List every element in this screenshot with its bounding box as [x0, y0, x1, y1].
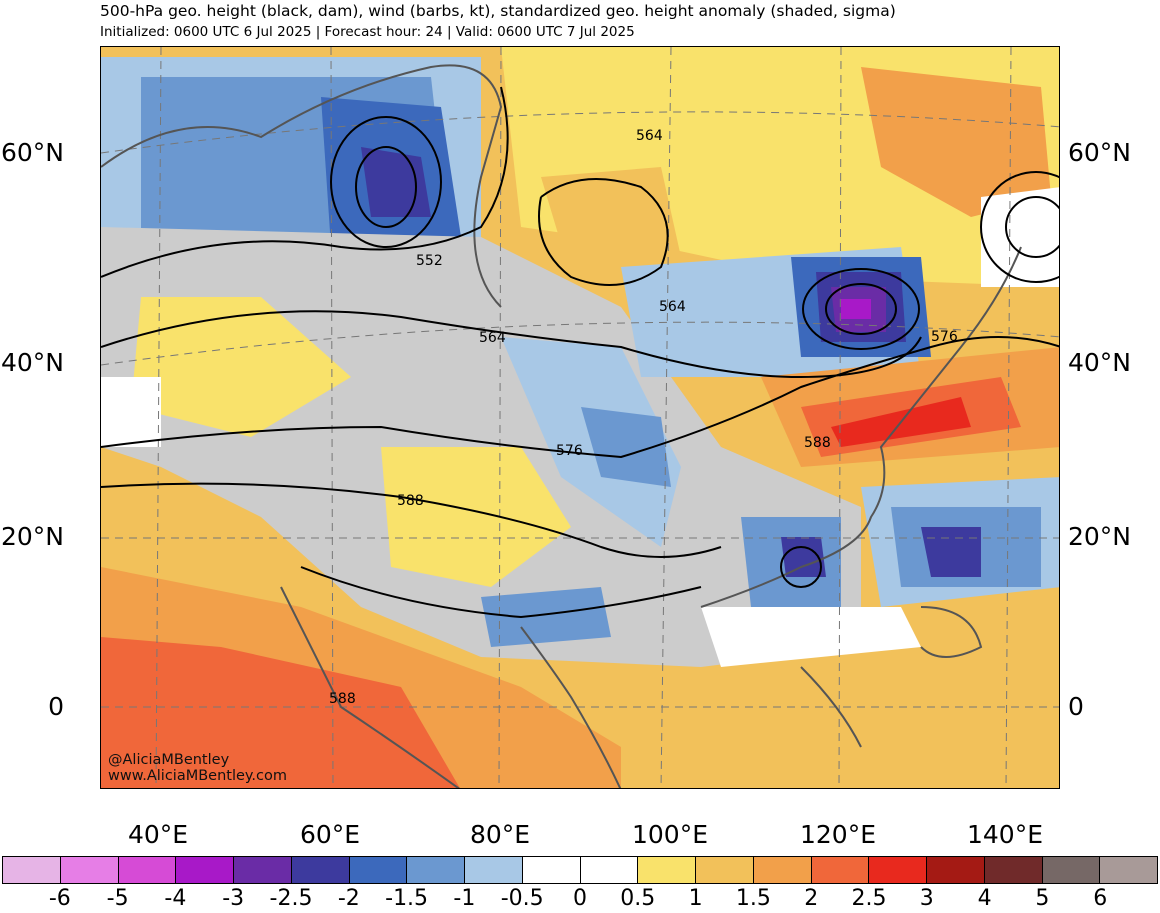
colorbar-swatch	[869, 857, 927, 883]
colorbar-swatch	[176, 857, 234, 883]
map-canvas: 564 552 564 564 576 576 588 588 588	[101, 47, 1059, 788]
colorbar-tick-label: -1	[453, 886, 476, 911]
lon-label-140e: 140°E	[966, 820, 1043, 849]
contour-label: 564	[479, 330, 506, 346]
colorbar-tick-label: 2	[804, 886, 819, 911]
lat-label-60n-right: 60°N	[1068, 138, 1132, 167]
contour-label: 552	[416, 253, 443, 269]
lon-label-60e: 60°E	[299, 820, 361, 849]
height-contours	[101, 86, 1059, 619]
colorbar-swatch	[638, 857, 696, 883]
colorbar-tick-label: 1	[688, 886, 703, 911]
colorbar-tick-label: -6	[48, 886, 71, 911]
colorbar-swatch	[696, 857, 754, 883]
colorbar-swatch	[118, 857, 177, 883]
lon-label-100e: 100°E	[631, 820, 708, 849]
colorbar-swatch	[291, 857, 350, 883]
colorbar-swatch	[234, 857, 292, 883]
contour-label: 576	[556, 443, 583, 459]
colorbar-swatch	[522, 857, 581, 883]
lat-label-40n-right: 40°N	[1068, 348, 1132, 377]
colorbar-tick-label: 5	[1035, 886, 1050, 911]
map-title: 500-hPa geo. height (black, dam), wind (…	[100, 2, 896, 20]
map-subtitle: Initialized: 0600 UTC 6 Jul 2025 | Forec…	[100, 24, 635, 40]
colorbar-tick-label: 4	[977, 886, 992, 911]
colorbar-tick-label: 2.5	[851, 886, 887, 911]
colorbar-swatch	[465, 857, 523, 883]
colorbar-tick-label: -4	[164, 886, 187, 911]
contour-label: 588	[397, 493, 424, 509]
colorbar-tick-label: -2	[337, 886, 360, 911]
lon-label-80e: 80°E	[469, 820, 531, 849]
colorbar-tick-label: 0	[573, 886, 587, 911]
colorbar-tick-label: -0.5	[500, 886, 544, 911]
colorbar-swatch	[3, 857, 61, 883]
colorbar-tick-label: -5	[106, 886, 129, 911]
lat-label-20n: 20°N	[0, 522, 64, 551]
colorbar-swatch	[1042, 857, 1101, 883]
coastlines	[101, 64, 1022, 788]
contour-labels: 564 552 564 564 576 576 588 588 588	[329, 128, 958, 707]
lat-label-0: 0	[48, 692, 64, 721]
colorbar-swatch	[580, 857, 639, 883]
lat-label-0-right: 0	[1068, 692, 1084, 721]
contour-label: 564	[636, 128, 663, 144]
credit-site[interactable]: www.AliciaMBentley.com	[108, 768, 288, 784]
colorbar-swatch	[927, 857, 985, 883]
contour-label: 564	[659, 299, 686, 315]
colorbar-tick-label: 6	[1093, 886, 1108, 911]
colorbar-tick-label: 1.5	[735, 886, 771, 911]
colorbar-swatch	[753, 857, 812, 883]
colorbar-swatch	[60, 857, 119, 883]
contour-label: 576	[931, 329, 958, 345]
lon-label-120e: 120°E	[799, 820, 876, 849]
anomaly-shading	[101, 47, 1059, 788]
colorbar-swatch	[349, 857, 408, 883]
colorbar-tick-label: -3	[222, 886, 245, 911]
colorbar-swatch	[1100, 857, 1157, 883]
colorbar-tick-label: -2.5	[269, 886, 313, 911]
lon-label-40e: 40°E	[127, 820, 189, 849]
contour-label: 588	[804, 435, 831, 451]
colorbar-swatch	[407, 857, 465, 883]
lat-label-60n: 60°N	[0, 138, 64, 167]
colorbar-swatch	[984, 857, 1043, 883]
colorbar	[2, 856, 1158, 884]
graticule	[101, 47, 1059, 788]
colorbar-tick-label: 0.5	[620, 886, 656, 911]
contour-label: 588	[329, 691, 356, 707]
lat-label-20n-right: 20°N	[1068, 522, 1132, 551]
lat-label-40n: 40°N	[0, 348, 64, 377]
map-panel: 564 552 564 564 576 576 588 588 588	[100, 46, 1060, 789]
colorbar-swatch	[811, 857, 870, 883]
credit-handle: @AliciaMBentley	[108, 752, 230, 768]
colorbar-tick-label: 3	[919, 886, 934, 911]
colorbar-tick-label: -1.5	[385, 886, 429, 911]
